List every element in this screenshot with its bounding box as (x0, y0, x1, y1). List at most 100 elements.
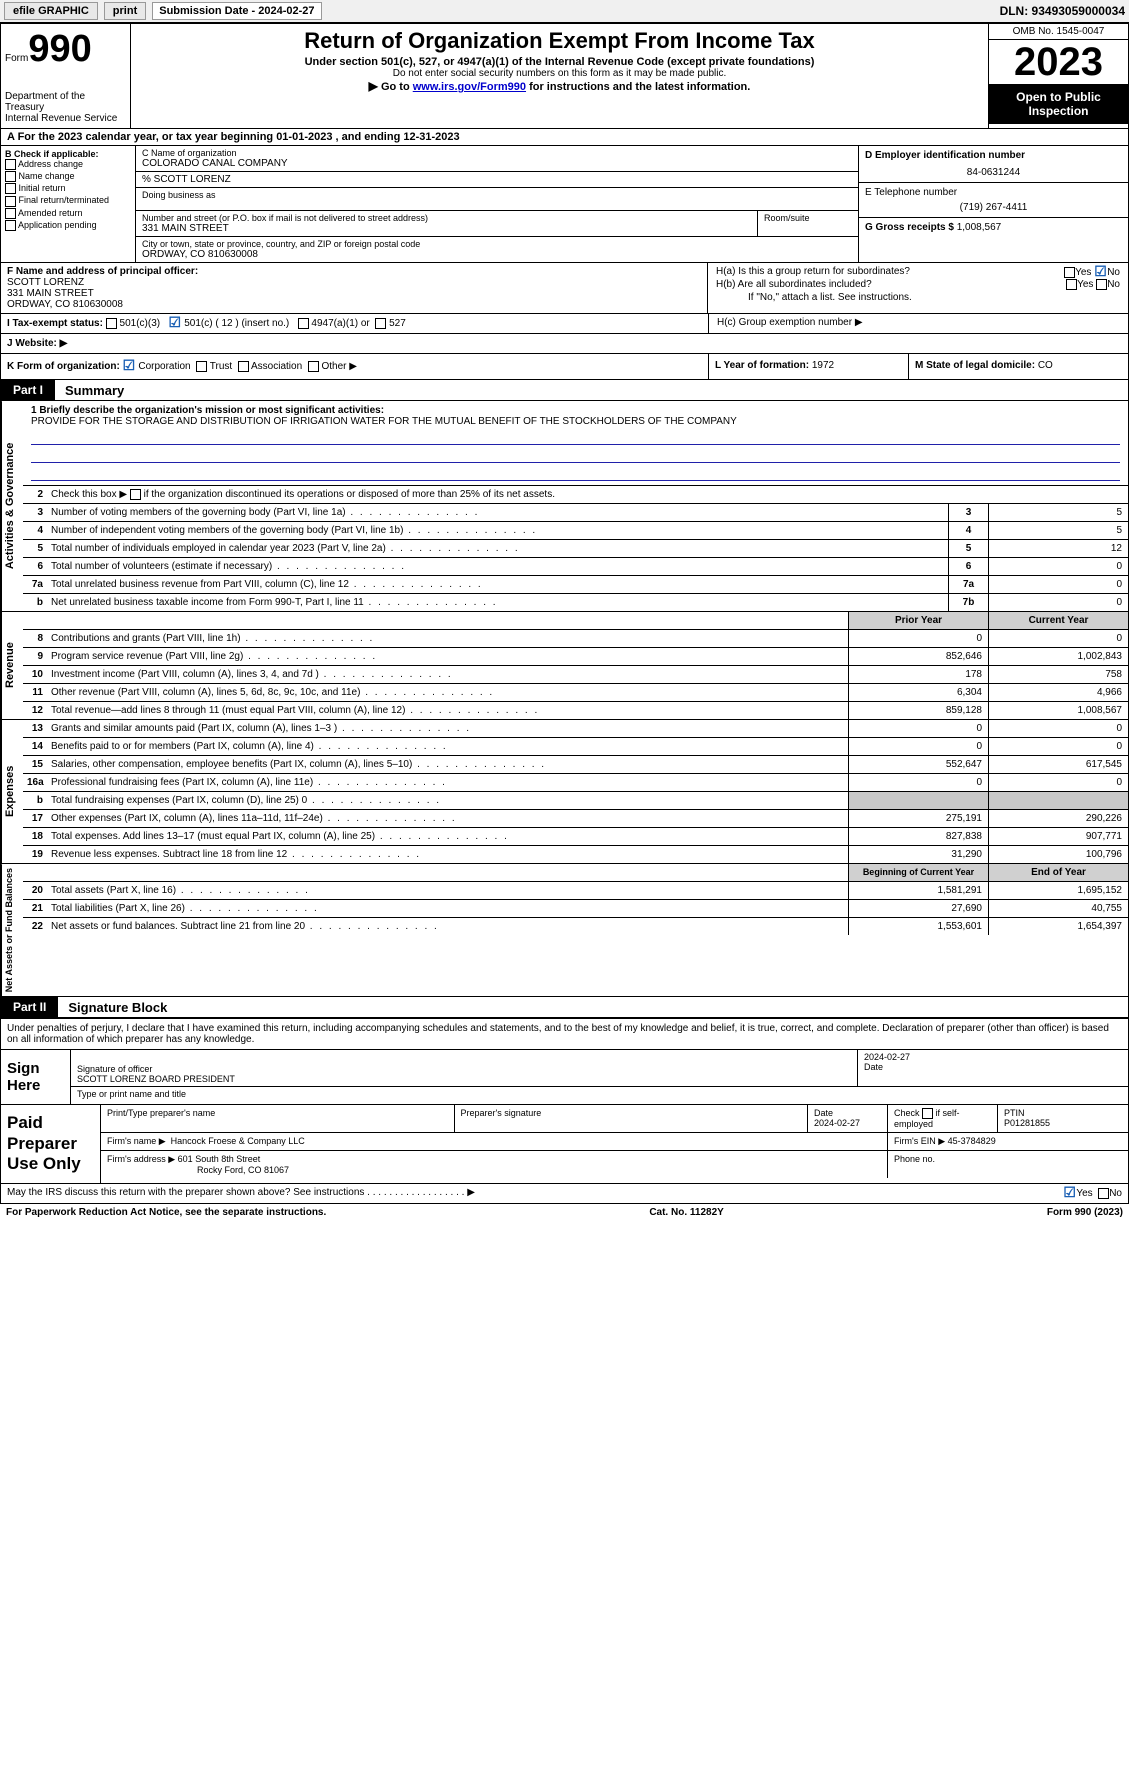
trust-checkbox[interactable] (196, 361, 207, 372)
footer-row: For Paperwork Reduction Act Notice, see … (0, 1204, 1129, 1221)
net-assets-line: 22Net assets or fund balances. Subtract … (23, 917, 1128, 935)
suite-label: Room/suite (758, 211, 858, 236)
submission-date: Submission Date - 2024-02-27 (152, 2, 321, 20)
arrow-icon: ▶ (369, 79, 378, 93)
discuss-yes-checkbox[interactable] (1063, 1187, 1076, 1200)
city-label: City or town, state or province, country… (142, 239, 852, 249)
header-mid: Return of Organization Exempt From Incom… (131, 24, 988, 128)
print-button[interactable]: print (104, 2, 146, 20)
expense-line: 16aProfessional fundraising fees (Part I… (23, 773, 1128, 791)
hb-no-checkbox[interactable] (1096, 279, 1107, 290)
signature-declaration: Under penalties of perjury, I declare th… (0, 1018, 1129, 1050)
preparer-sig-label: Preparer's signature (455, 1105, 809, 1132)
street-address: 331 MAIN STREET (142, 223, 751, 234)
street-label: Number and street (or P.O. box if mail i… (142, 213, 751, 223)
net-assets-line: 20Total assets (Part X, line 16)1,581,29… (23, 881, 1128, 899)
year-formation-value: 1972 (812, 360, 834, 371)
expense-line: 14Benefits paid to or for members (Part … (23, 737, 1128, 755)
col-b-header: B Check if applicable: (5, 149, 131, 159)
form-number: 990 (28, 28, 91, 70)
ha-label: H(a) Is this a group return for subordin… (716, 266, 910, 277)
form-title: Return of Organization Exempt From Incom… (137, 28, 982, 54)
telephone-label: E Telephone number (865, 187, 1122, 198)
final-return-checkbox[interactable] (5, 196, 16, 207)
hb-note: If "No," attach a list. See instructions… (716, 292, 1120, 303)
firm-name: Hancock Froese & Company LLC (171, 1136, 305, 1146)
ha-no-checkbox[interactable] (1094, 266, 1107, 279)
discuss-no-checkbox[interactable] (1098, 1188, 1109, 1199)
501c-checkbox[interactable] (168, 317, 181, 330)
summary-line: bNet unrelated business taxable income f… (23, 593, 1128, 611)
sign-here-label: Sign Here (1, 1050, 71, 1104)
line2-text: Check this box ▶ (51, 489, 130, 500)
527-checkbox[interactable] (375, 318, 386, 329)
mission-underline (31, 449, 1120, 463)
footer-right: Form 990 (2023) (1047, 1207, 1123, 1218)
application-pending-checkbox[interactable] (5, 220, 16, 231)
goto-pre: Go to (381, 81, 413, 93)
city-state-zip: ORDWAY, CO 810630008 (142, 249, 852, 260)
ein-label: D Employer identification number (865, 150, 1122, 161)
care-of: % SCOTT LORENZ (142, 174, 852, 185)
status-label: I Tax-exempt status: (7, 318, 103, 329)
org-name: COLORADO CANAL COMPANY (142, 158, 852, 169)
firm-phone-label: Phone no. (888, 1151, 1128, 1178)
domicile-label: M State of legal domicile: (915, 360, 1035, 371)
self-employed-checkbox[interactable] (922, 1108, 933, 1119)
firm-name-label: Firm's name ▶ (107, 1136, 166, 1146)
officer-sig-label: Signature of officer (77, 1064, 851, 1074)
association-checkbox[interactable] (238, 361, 249, 372)
officer-sig-name: SCOTT LORENZ BOARD PRESIDENT (77, 1074, 851, 1084)
footer-mid: Cat. No. 11282Y (649, 1207, 723, 1218)
year-formation-label: L Year of formation: (715, 360, 809, 371)
firm-addr1: 601 South 8th Street (178, 1154, 261, 1164)
revenue-line: 11Other revenue (Part VIII, column (A), … (23, 683, 1128, 701)
hc-group-exemption: H(c) Group exemption number ▶ (708, 314, 1128, 333)
initial-return-checkbox[interactable] (5, 183, 16, 194)
revenue-section: Revenue Prior Year Current Year 8Contrib… (0, 612, 1129, 720)
col-c-org-info: C Name of organization COLORADO CANAL CO… (136, 146, 858, 262)
top-bar: efile GRAPHIC print Submission Date - 20… (0, 0, 1129, 23)
summary-line: 3Number of voting members of the governi… (23, 503, 1128, 521)
expense-line: 13Grants and similar amounts paid (Part … (23, 720, 1128, 737)
irs-link[interactable]: www.irs.gov/Form990 (413, 81, 526, 93)
firm-addr2: Rocky Ford, CO 81067 (107, 1165, 881, 1175)
501c3-checkbox[interactable] (106, 318, 117, 329)
gross-receipts-label: G Gross receipts $ (865, 222, 954, 233)
vtab-expenses: Expenses (1, 720, 23, 863)
amended-return-checkbox[interactable] (5, 208, 16, 219)
expense-line: 19Revenue less expenses. Subtract line 1… (23, 845, 1128, 863)
corporation-checkbox[interactable] (123, 360, 136, 373)
current-year-header: Current Year (988, 612, 1128, 629)
col-b-checkboxes: B Check if applicable: Address change Na… (1, 146, 136, 262)
other-checkbox[interactable] (308, 361, 319, 372)
tax-status-row: I Tax-exempt status: 501(c)(3) 501(c) ( … (0, 314, 1129, 334)
prep-date: 2024-02-27 (814, 1118, 881, 1128)
mission-underline (31, 431, 1120, 445)
part1-label: Part I (1, 380, 55, 400)
ha-yes-checkbox[interactable] (1064, 267, 1075, 278)
address-change-checkbox[interactable] (5, 159, 16, 170)
officer-h-row: F Name and address of principal officer:… (0, 263, 1129, 314)
preparer-name-label: Print/Type preparer's name (101, 1105, 455, 1132)
4947-checkbox[interactable] (298, 318, 309, 329)
part1-header: Part I Summary (0, 380, 1129, 401)
form-header: Form990 Department of the Treasury Inter… (0, 23, 1129, 129)
officer-addr2: ORDWAY, CO 810630008 (7, 299, 701, 310)
expenses-section: Expenses 13Grants and similar amounts pa… (0, 720, 1129, 864)
sign-date-label: Date (864, 1062, 1122, 1072)
hb-yes-checkbox[interactable] (1066, 279, 1077, 290)
line2-checkbox[interactable] (130, 489, 141, 500)
telephone-value: (719) 267-4411 (865, 202, 1122, 213)
section-bcd: B Check if applicable: Address change Na… (0, 146, 1129, 263)
name-change-checkbox[interactable] (5, 171, 16, 182)
firm-ein-label: Firm's EIN ▶ (894, 1136, 945, 1146)
omb-number: OMB No. 1545-0047 (989, 24, 1128, 40)
part1-title: Summary (55, 383, 124, 398)
ptin-value: P01281855 (1004, 1118, 1122, 1128)
summary-line: 6Total number of volunteers (estimate if… (23, 557, 1128, 575)
expense-line: 18Total expenses. Add lines 13–17 (must … (23, 827, 1128, 845)
type-print-label: Type or print name and title (71, 1087, 1128, 1101)
form-org-row: K Form of organization: Corporation Trus… (0, 354, 1129, 380)
ptin-label: PTIN (1004, 1108, 1122, 1118)
